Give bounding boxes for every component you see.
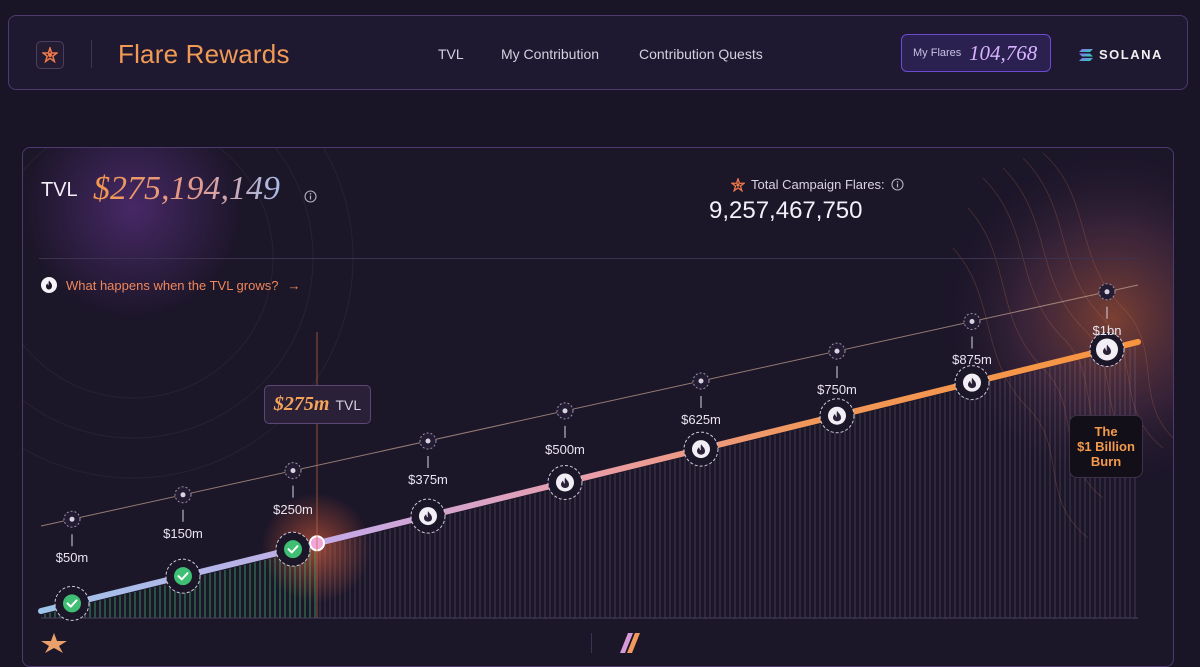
current-tvl-marker: $275m TVL (264, 385, 371, 424)
info-icon[interactable] (891, 178, 904, 191)
my-flares-label: My Flares (913, 47, 962, 59)
nav-link-tvl[interactable]: TVL (438, 46, 464, 62)
milestone-marker[interactable] (1089, 283, 1125, 368)
milestone-label: $500m (545, 441, 585, 457)
milestone-chart (38, 283, 1141, 621)
total-flares-label: Total Campaign Flares: (751, 177, 885, 192)
partner-logo-icon (620, 633, 640, 653)
milestone-marker[interactable] (683, 372, 719, 467)
current-tvl-unit: TVL (335, 396, 362, 413)
billion-burn-badge[interactable]: The $1 Billion Burn (1069, 415, 1143, 478)
milestone-label: $625m (681, 411, 721, 427)
burn-line-1: The (1094, 424, 1118, 439)
top-nav: Flare Rewards TVL My Contribution Contri… (8, 15, 1188, 90)
flare-star-icon (731, 177, 745, 192)
total-flares-label-row: Total Campaign Flares: (731, 177, 904, 192)
milestone-marker[interactable] (547, 402, 583, 500)
milestone-marker[interactable] (165, 486, 201, 594)
brand-title[interactable]: Flare Rewards (118, 39, 290, 69)
milestone-label: $150m (163, 525, 203, 541)
bottom-row-partial (39, 633, 1159, 663)
milestone-marker[interactable] (410, 432, 446, 534)
nav-link-my-contribution[interactable]: My Contribution (501, 46, 600, 62)
milestone-label: $375m (408, 471, 448, 487)
flare-logo-icon[interactable] (36, 41, 64, 69)
arrow-right-icon: → (287, 277, 301, 293)
burn-line-3: Burn (1090, 454, 1122, 469)
milestone-label: $750m (817, 382, 857, 398)
milestone-marker[interactable] (954, 312, 990, 401)
milestone-marker[interactable] (54, 510, 90, 621)
my-flares-badge[interactable]: My Flares 104,768 (901, 34, 1051, 72)
milestone-marker[interactable] (275, 462, 311, 567)
solana-label: SOLANA (1099, 47, 1163, 62)
tvl-label: TVL (41, 179, 78, 201)
milestone-label: $50m (55, 550, 89, 566)
vertical-divider (591, 633, 592, 653)
info-icon[interactable] (304, 190, 317, 208)
tvl-value: $275,194,149 (93, 170, 280, 207)
solana-brand: SOLANA (1079, 47, 1163, 62)
tvl-grows-text: What happens when the TVL grows? (66, 277, 279, 293)
milestone-marker[interactable] (819, 342, 855, 434)
current-tvl-value: $275m (273, 393, 330, 415)
milestone-label: $875m (952, 352, 992, 368)
milestone-label: $1bn (1092, 322, 1122, 338)
burn-line-2: $1 Billion (1077, 439, 1135, 454)
milestone-label: $250m (273, 501, 313, 517)
tvl-progress-line (38, 338, 1141, 614)
nav-divider (91, 40, 92, 68)
total-flares-value: 9,257,467,750 (709, 197, 863, 224)
divider (39, 258, 1139, 259)
tvl-panel: TVL $275,194,149 Total Campaign Flares: … (22, 147, 1174, 667)
tvl-grows-link[interactable]: What happens when the TVL grows? → (41, 277, 300, 293)
flame-icon (41, 277, 57, 293)
nav-link-contribution-quests[interactable]: Contribution Quests (639, 46, 763, 62)
flare-logo-icon (41, 633, 67, 653)
solana-icon (1079, 48, 1093, 61)
my-flares-value: 104,768 (969, 41, 1038, 65)
